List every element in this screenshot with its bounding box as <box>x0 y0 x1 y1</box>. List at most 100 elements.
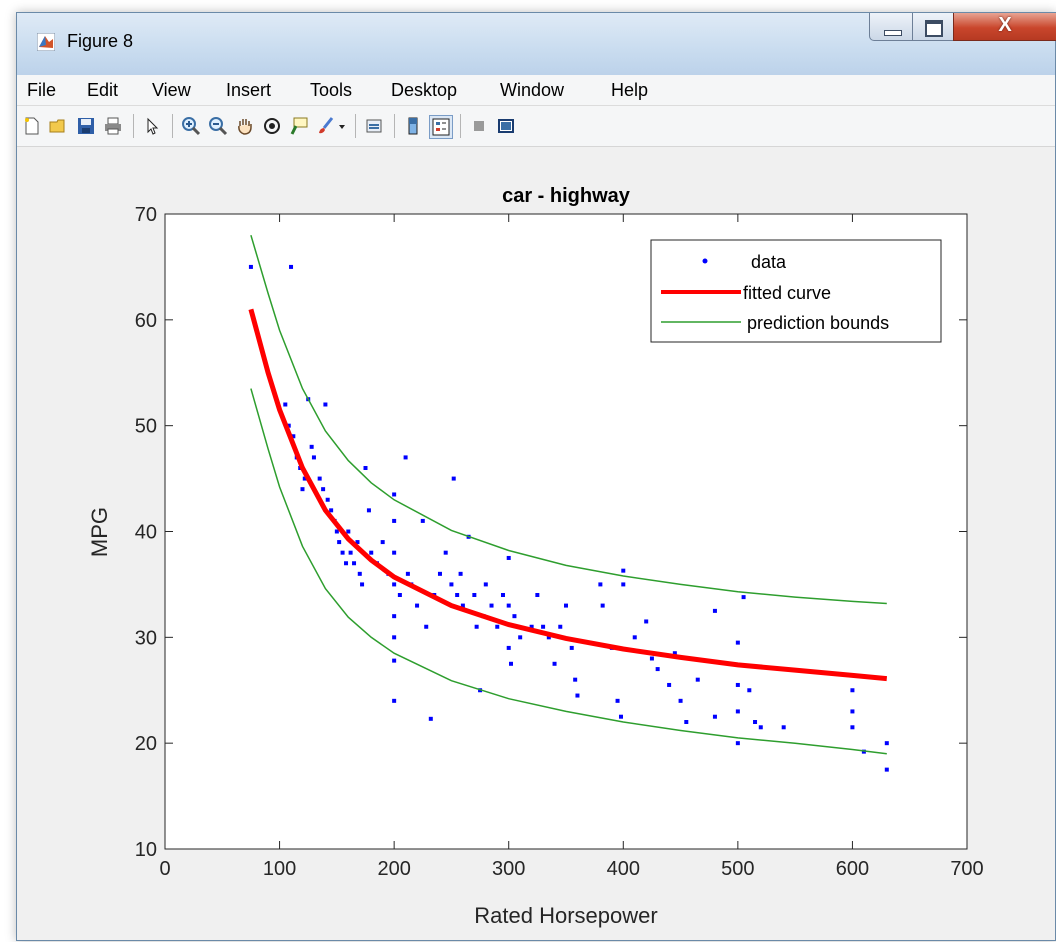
link-plot-button[interactable] <box>363 115 385 137</box>
data-point <box>564 603 568 608</box>
data-point <box>437 571 442 576</box>
colorbar-icon <box>408 117 418 135</box>
menu-help[interactable]: Help <box>611 80 649 100</box>
data-point <box>392 614 397 619</box>
series-layer <box>248 234 889 772</box>
save-button[interactable] <box>75 115 97 137</box>
x-tick-label: 600 <box>836 858 869 880</box>
data-point <box>684 720 689 724</box>
zoom-out-button[interactable] <box>207 115 229 137</box>
data-point <box>735 741 740 746</box>
data-point <box>598 582 603 587</box>
data-point <box>735 709 740 714</box>
close-icon: X <box>998 14 1012 36</box>
minimize-button[interactable] <box>869 13 913 41</box>
data-point <box>541 624 546 629</box>
data-point <box>392 635 397 640</box>
data-point <box>506 645 511 650</box>
data-point <box>495 624 500 629</box>
menu-bar: File Edit View Insert Tools Desktop Wind… <box>17 75 1055 106</box>
data-point <box>569 645 574 650</box>
data-point <box>618 714 623 719</box>
data-point <box>460 603 465 608</box>
data-point <box>317 476 322 481</box>
data-point <box>655 667 660 672</box>
brush-dropdown-button[interactable] <box>337 115 347 137</box>
data-point <box>363 466 368 470</box>
data-point <box>311 455 316 460</box>
menu-desktop[interactable]: Desktop <box>391 80 458 100</box>
window-title: Figure 8 <box>67 31 134 51</box>
data-cursor-button[interactable] <box>288 115 310 137</box>
brush-icon <box>319 117 334 134</box>
y-tick-label: 10 <box>135 839 157 861</box>
title-bar[interactable]: Figure 8 X <box>17 13 1056 75</box>
data-point <box>340 550 345 555</box>
data-point <box>392 582 397 587</box>
menu-insert[interactable]: Insert <box>226 80 272 100</box>
data-point <box>615 698 620 703</box>
data-point <box>518 635 523 640</box>
data-point <box>472 593 477 597</box>
pan-button[interactable] <box>234 115 256 137</box>
new-figure-button[interactable] <box>21 115 43 137</box>
hide-plot-tools-icon <box>474 121 484 131</box>
brush-button[interactable] <box>315 115 337 137</box>
edit-plot-button[interactable] <box>141 115 163 137</box>
x-tick-label: 300 <box>492 858 525 880</box>
insert-colorbar-button[interactable] <box>402 115 424 137</box>
save-icon <box>78 118 94 134</box>
y-tick-label: 30 <box>135 627 157 649</box>
data-point <box>392 698 397 703</box>
data-point <box>405 571 410 576</box>
data-point <box>781 725 786 730</box>
data-point <box>474 624 479 629</box>
rotate-3d-icon <box>264 118 280 134</box>
menu-edit[interactable]: Edit <box>87 80 119 100</box>
data-point <box>248 264 253 269</box>
data-point <box>850 709 855 714</box>
data-point <box>558 624 563 629</box>
data-point <box>424 624 429 629</box>
data-point <box>483 582 488 587</box>
data-point <box>325 497 330 502</box>
toolbar-separator <box>355 114 356 138</box>
menu-file[interactable]: File <box>27 80 57 100</box>
data-point <box>850 688 855 693</box>
data-point <box>428 716 433 721</box>
data-point <box>357 571 362 576</box>
open-file-button[interactable] <box>48 115 70 137</box>
close-button[interactable]: X <box>953 13 1056 41</box>
data-point <box>291 434 296 439</box>
menu-view[interactable]: View <box>152 80 191 100</box>
data-point <box>392 492 397 497</box>
y-tick-label: 50 <box>135 416 157 438</box>
zoom-in-button[interactable] <box>180 115 202 137</box>
data-point <box>489 603 494 608</box>
toolbar-separator <box>172 114 173 138</box>
menu-tools[interactable]: Tools <box>310 80 353 100</box>
data-point <box>392 518 397 523</box>
maximize-button[interactable] <box>912 13 954 41</box>
data-point <box>753 720 758 724</box>
legend-data-marker <box>702 258 708 264</box>
menu-window[interactable]: Window <box>500 80 565 100</box>
show-plot-tools-button[interactable] <box>495 115 517 137</box>
data-point <box>529 624 534 629</box>
data-point <box>455 593 460 597</box>
chart-svg: car - highway Rated Horsepower MPG 0 100 2… <box>87 185 984 928</box>
data-point <box>286 423 291 428</box>
data-point <box>321 487 326 492</box>
print-button[interactable] <box>102 115 124 137</box>
data-point <box>300 487 305 492</box>
y-tick-label: 40 <box>135 522 157 544</box>
data-point <box>392 658 397 663</box>
data-point <box>334 529 339 534</box>
data-point <box>403 455 408 460</box>
data-point <box>649 656 654 661</box>
data-point <box>672 651 677 656</box>
data-point <box>302 476 307 481</box>
insert-legend-button[interactable] <box>429 115 453 139</box>
hide-plot-tools-button[interactable] <box>468 115 490 137</box>
rotate-3d-button[interactable] <box>261 115 283 137</box>
